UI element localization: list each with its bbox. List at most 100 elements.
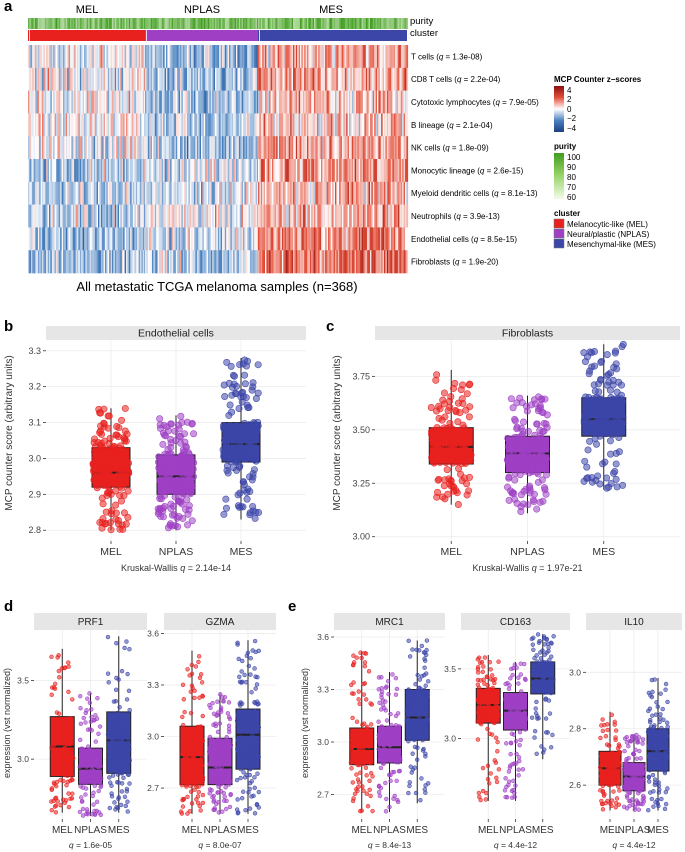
- heatmap-cell: [174, 159, 177, 183]
- data-point: [381, 761, 386, 766]
- heatmap-cell: [251, 45, 254, 69]
- data-point: [228, 408, 236, 416]
- heatmap-cell: [44, 250, 47, 274]
- heatmap-cell: [293, 90, 295, 114]
- heatmap-cell: [385, 204, 388, 228]
- heatmap-cell: [291, 181, 294, 205]
- heatmap-cell: [60, 90, 62, 114]
- data-point: [96, 750, 101, 756]
- data-point: [376, 789, 382, 795]
- heatmap-cell: [279, 45, 281, 69]
- heatmap-cell: [248, 136, 251, 160]
- data-point: [443, 433, 451, 441]
- heatmap-cell: [46, 136, 48, 160]
- heatmap-cell: [124, 136, 127, 160]
- purity-cell: [326, 18, 329, 29]
- data-point: [531, 400, 539, 408]
- data-point: [362, 681, 368, 686]
- heatmap-cell: [95, 159, 97, 183]
- data-point: [354, 719, 360, 724]
- purity-legend: purity 100 90 80 70 60: [554, 142, 581, 202]
- heatmap-cell: [79, 159, 82, 183]
- heatmap-cell: [146, 113, 149, 137]
- heatmap-cell: [134, 181, 137, 205]
- heatmap-cell: [124, 113, 127, 137]
- heatmap-cell: [67, 227, 69, 251]
- heatmap-cell: [293, 227, 295, 251]
- data-point: [189, 801, 195, 806]
- heatmap-cell: [114, 113, 117, 137]
- heatmap-cell: [266, 227, 269, 251]
- data-point: [116, 769, 121, 775]
- data-point: [359, 728, 364, 733]
- heatmap-cell: [181, 181, 184, 205]
- heatmap-cell: [371, 67, 374, 91]
- heatmap-cell: [349, 181, 351, 205]
- heatmap-cell: [167, 45, 170, 69]
- heatmap-cell: [150, 67, 153, 91]
- data-point: [520, 418, 528, 426]
- heatmap-cell: [142, 113, 145, 137]
- heatmap-cell: [210, 136, 213, 160]
- data-point: [219, 781, 224, 787]
- y-tick-label: 3.25: [352, 478, 370, 488]
- heatmap-cell: [257, 113, 259, 137]
- heatmap-cell: [160, 136, 163, 160]
- data-point: [521, 437, 529, 445]
- data-point: [253, 720, 259, 725]
- heatmap-cell: [363, 90, 365, 114]
- heatmap-cell: [184, 204, 186, 228]
- heatmap-cell: [160, 204, 163, 228]
- heatmap-cell: [263, 113, 266, 137]
- data-point: [583, 463, 591, 471]
- data-point: [394, 778, 399, 783]
- heatmap-cell: [230, 113, 233, 137]
- heatmap-cell: [252, 45, 255, 69]
- data-point: [454, 501, 462, 509]
- heatmap-cell: [121, 204, 124, 228]
- purity-cell: [294, 18, 297, 29]
- data-point: [229, 371, 237, 379]
- heatmap-cell: [213, 181, 216, 205]
- heatmap-cell: [92, 204, 95, 228]
- heatmap-cell: [208, 159, 210, 183]
- heatmap-cell: [395, 204, 397, 228]
- heatmap-cell: [128, 181, 131, 205]
- data-point: [193, 664, 199, 669]
- heatmap-cell: [159, 113, 161, 137]
- heatmap-cell: [378, 113, 381, 137]
- heatmap-cell: [67, 204, 69, 228]
- heatmap-cell: [89, 204, 92, 228]
- heatmap-cell: [260, 67, 263, 91]
- heatmap-cell: [195, 204, 198, 228]
- heatmap-cell: [121, 113, 124, 137]
- heatmap-cell: [250, 181, 252, 205]
- heatmap-cell: [114, 136, 117, 160]
- heatmap-cell: [43, 67, 46, 91]
- heatmap-cell: [241, 67, 244, 91]
- heatmap-cell: [209, 159, 212, 183]
- heatmap-cell: [255, 90, 258, 114]
- heatmap-cell: [161, 204, 164, 228]
- heatmap-cell: [288, 136, 291, 160]
- heatmap-cell: [216, 67, 219, 91]
- data-point: [177, 412, 185, 420]
- heatmap-cell: [311, 67, 313, 91]
- heatmap-cell: [63, 90, 65, 114]
- heatmap-cell: [295, 227, 298, 251]
- heatmap-cell: [141, 227, 144, 251]
- heatmap-cell: [356, 227, 358, 251]
- heatmap-cell: [217, 136, 220, 160]
- heatmap-cell: [123, 67, 125, 91]
- heatmap-cell: [116, 67, 118, 91]
- heatmap-cell: [349, 67, 351, 91]
- heatmap-cell: [196, 136, 199, 160]
- heatmap-cell: [171, 113, 174, 137]
- heatmap-cell: [243, 181, 245, 205]
- data-point: [167, 443, 175, 451]
- heatmap-cell: [107, 90, 110, 114]
- data-point: [531, 440, 539, 448]
- data-point: [196, 737, 202, 743]
- heatmap-cell: [342, 67, 344, 91]
- heatmap-row-label: Endothelial cells (q = 8.5e-15): [411, 235, 517, 244]
